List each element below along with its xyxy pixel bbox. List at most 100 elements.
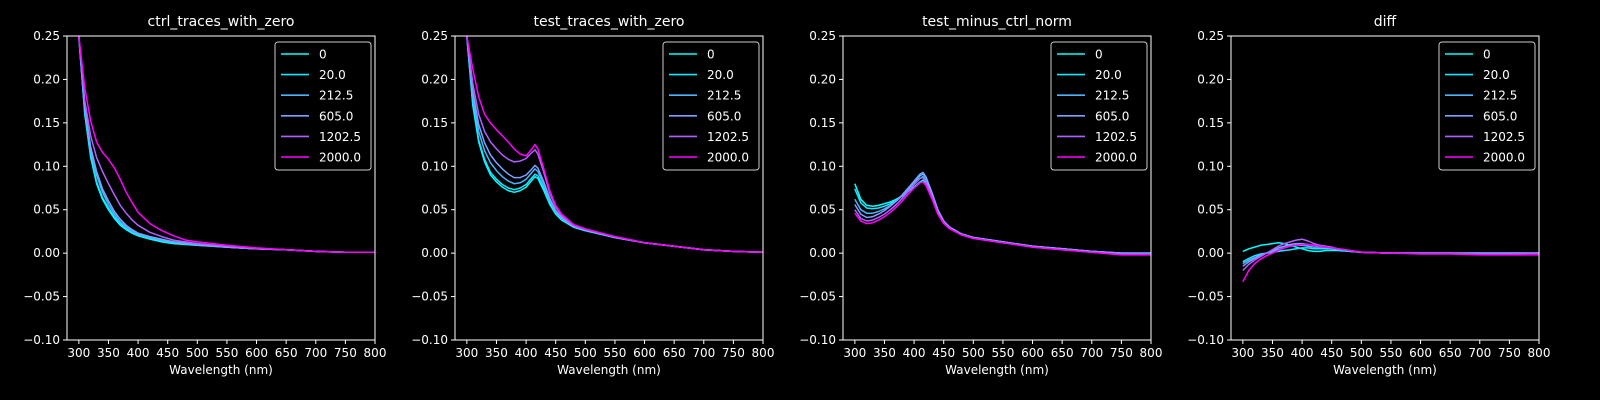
x-tick-label: 550 xyxy=(215,346,238,360)
y-tick-label: 0.00 xyxy=(421,246,448,260)
x-tick-label: 800 xyxy=(1528,346,1551,360)
y-tick-label: 0.15 xyxy=(421,116,448,130)
legend: 0 20.0 212.5 605.0 1202.5 2000.0 xyxy=(1438,41,1536,171)
legend-entry: 212.5 xyxy=(707,89,741,103)
x-tick-label: 300 xyxy=(843,346,866,360)
x-tick-label: 800 xyxy=(364,346,387,360)
series-lines xyxy=(1242,238,1539,283)
y-tick-label: 0.10 xyxy=(1197,159,1224,173)
legend-entry: 0 xyxy=(1483,48,1491,62)
axes-frame xyxy=(1230,35,1540,341)
y-tick-label: 0.25 xyxy=(809,29,836,43)
x-tick-label: 300 xyxy=(67,346,90,360)
y-tick-label: 0.25 xyxy=(33,29,60,43)
legend: 0 20.0 212.5 605.0 1202.5 2000.0 xyxy=(1050,41,1148,171)
x-tick-label: 700 xyxy=(1468,346,1491,360)
x-tick-label: 500 xyxy=(1350,346,1373,360)
subplot-4: 300 350 400 450 500 550 600 650 700 750 800 −0.10 −0… xyxy=(1187,14,1550,377)
y-tick-label: 0.10 xyxy=(809,159,836,173)
x-tick-label: 700 xyxy=(304,346,327,360)
x-tick-label: 400 xyxy=(127,346,150,360)
y-tick-label: 0.00 xyxy=(809,246,836,260)
x-tick-label: 400 xyxy=(1291,346,1314,360)
legend-entry: 2000.0 xyxy=(707,151,749,165)
x-tick-label: 650 xyxy=(1051,346,1074,360)
x-tick-label: 500 xyxy=(186,346,209,360)
x-tick-label: 750 xyxy=(334,346,357,360)
x-axis-label: Wavelength (nm) xyxy=(945,363,1049,377)
x-tick-label: 650 xyxy=(663,346,686,360)
x-tick-label: 550 xyxy=(1379,346,1402,360)
x-axis-label: Wavelength (nm) xyxy=(1333,363,1437,377)
legend-entry: 1202.5 xyxy=(319,130,361,144)
x-tick-label: 400 xyxy=(903,346,926,360)
axes-frame xyxy=(454,35,764,341)
subplot-2: 300 350 400 450 500 550 600 650 700 750 800 −0.10 −0… xyxy=(411,14,774,377)
x-tick-label: 450 xyxy=(1320,346,1343,360)
y-tick-label: 0.05 xyxy=(809,203,836,217)
x-axis-label: Wavelength (nm) xyxy=(557,363,661,377)
axes-frame xyxy=(842,35,1152,341)
series-line-605.0 xyxy=(854,171,1151,255)
x-tick-label: 500 xyxy=(962,346,985,360)
x-tick-label: 550 xyxy=(991,346,1014,360)
legend-entry: 1202.5 xyxy=(707,130,749,144)
legend-entry: 605.0 xyxy=(319,109,353,123)
chart-title: test_traces_with_zero xyxy=(534,14,685,30)
legend-entry: 0 xyxy=(707,48,715,62)
legend-entry: 2000.0 xyxy=(1095,151,1137,165)
x-tick-label: 750 xyxy=(1498,346,1521,360)
x-tick-label: 500 xyxy=(574,346,597,360)
legend-entry: 0 xyxy=(1095,48,1103,62)
x-tick-label: 600 xyxy=(633,346,656,360)
y-tick-label: −0.10 xyxy=(1187,333,1224,347)
legend-entry: 2000.0 xyxy=(1483,151,1525,165)
series-line-2000.0 xyxy=(1242,243,1539,283)
x-tick-label: 600 xyxy=(1409,346,1432,360)
series-line-0 xyxy=(1242,241,1539,254)
y-tick-label: 0.10 xyxy=(421,159,448,173)
x-axis-label: Wavelength (nm) xyxy=(169,363,273,377)
legend-entry: 1202.5 xyxy=(1095,130,1137,144)
series-line-2000.0 xyxy=(466,36,763,254)
x-tick-label: 750 xyxy=(722,346,745,360)
y-tick-label: 0.00 xyxy=(1197,246,1224,260)
x-tick-label: 350 xyxy=(873,346,896,360)
legend-entry: 0 xyxy=(319,48,327,62)
x-tick-label: 800 xyxy=(752,346,775,360)
legend: 0 20.0 212.5 605.0 1202.5 2000.0 xyxy=(662,41,760,171)
legend-entry: 20.0 xyxy=(319,68,346,82)
legend-entry: 2000.0 xyxy=(319,151,361,165)
y-tick-label: −0.10 xyxy=(23,333,60,347)
y-tick-label: 0.00 xyxy=(33,246,60,260)
legend-entry: 20.0 xyxy=(1483,68,1510,82)
legend-entry: 605.0 xyxy=(707,109,741,123)
series-line-1202.5 xyxy=(1242,238,1539,272)
series-lines xyxy=(78,36,375,254)
x-tick-label: 550 xyxy=(603,346,626,360)
y-tick-label: 0.05 xyxy=(421,203,448,217)
y-tick-label: −0.05 xyxy=(1187,290,1224,304)
chart-title: diff xyxy=(1374,14,1397,30)
y-tick-label: 0.15 xyxy=(33,116,60,130)
series-lines xyxy=(854,171,1151,256)
y-tick-label: −0.05 xyxy=(23,290,60,304)
y-tick-label: 0.15 xyxy=(809,116,836,130)
x-tick-label: 350 xyxy=(97,346,120,360)
chart-title: test_minus_ctrl_norm xyxy=(922,14,1072,30)
legend-entry: 605.0 xyxy=(1095,109,1129,123)
x-tick-label: 700 xyxy=(692,346,715,360)
subplot-3: 300 350 400 450 500 550 600 650 700 750 800 −0.10 −0… xyxy=(799,14,1162,377)
series-line-2000.0 xyxy=(854,181,1151,256)
x-tick-label: 300 xyxy=(455,346,478,360)
y-tick-label: 0.25 xyxy=(1197,29,1224,43)
x-tick-label: 450 xyxy=(156,346,179,360)
x-tick-label: 750 xyxy=(1110,346,1133,360)
subplot-1: 300 350 400 450 500 550 600 650 700 750 800 −0.10 −0… xyxy=(23,14,386,377)
chart-title: ctrl_traces_with_zero xyxy=(148,14,295,30)
x-tick-label: 450 xyxy=(544,346,567,360)
legend-entry: 20.0 xyxy=(1095,68,1122,82)
y-tick-label: 0.05 xyxy=(33,203,60,217)
legend-entry: 1202.5 xyxy=(1483,130,1525,144)
